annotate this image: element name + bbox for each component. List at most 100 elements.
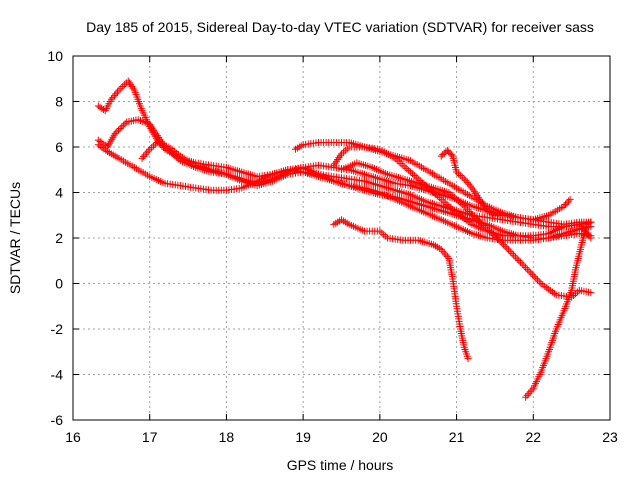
y-tick-label: -2 bbox=[51, 321, 64, 337]
data-point-marker bbox=[522, 393, 530, 401]
data-point-marker bbox=[535, 278, 543, 286]
x-tick-label: 19 bbox=[295, 429, 311, 445]
x-tick-label: 17 bbox=[142, 429, 158, 445]
data-point-marker bbox=[526, 388, 534, 396]
data-point-marker bbox=[138, 154, 146, 162]
data-point-marker bbox=[513, 255, 521, 263]
data-point-marker bbox=[470, 213, 478, 221]
data-point-marker bbox=[534, 276, 542, 284]
y-tick-label: 4 bbox=[55, 185, 63, 201]
series-track-4 bbox=[138, 138, 595, 244]
data-point-marker bbox=[110, 92, 118, 100]
data-point-marker bbox=[565, 197, 573, 205]
data-point-marker bbox=[437, 245, 445, 253]
data-point-marker bbox=[523, 391, 531, 399]
x-tick-label: 16 bbox=[65, 429, 81, 445]
series-track-10 bbox=[437, 146, 507, 219]
y-tick-label: -6 bbox=[51, 412, 64, 428]
data-point-marker bbox=[522, 264, 530, 272]
data-point-marker bbox=[447, 151, 455, 159]
data-point-marker bbox=[465, 207, 473, 215]
data-point-marker bbox=[562, 200, 570, 208]
x-tick-label: 21 bbox=[449, 429, 465, 445]
y-axis-label: SDTVAR / TECUs bbox=[7, 182, 23, 294]
data-point-marker bbox=[119, 121, 127, 129]
data-point-marker bbox=[113, 128, 121, 136]
data-point-marker bbox=[118, 123, 126, 131]
series-track-9 bbox=[522, 218, 595, 401]
data-point-marker bbox=[472, 215, 480, 223]
data-point-marker bbox=[111, 129, 119, 137]
data-point-marker bbox=[125, 79, 133, 87]
data-point-marker bbox=[440, 249, 448, 257]
data-point-marker bbox=[518, 260, 526, 268]
data-point-marker bbox=[464, 206, 472, 214]
data-point-marker bbox=[498, 239, 506, 247]
data-point-marker bbox=[442, 251, 450, 259]
y-tick-label: 10 bbox=[47, 48, 63, 64]
data-point-marker bbox=[587, 218, 595, 226]
data-point-marker bbox=[528, 271, 536, 279]
data-point-marker bbox=[527, 269, 535, 277]
data-point-marker bbox=[141, 151, 149, 159]
x-axis-label: GPS time / hours bbox=[287, 457, 394, 473]
series-track-8 bbox=[330, 216, 472, 363]
data-point-marker bbox=[525, 267, 533, 275]
data-point-marker bbox=[506, 248, 514, 256]
data-point-marker bbox=[508, 249, 516, 257]
y-tick-label: 8 bbox=[55, 94, 63, 110]
data-point-marker bbox=[467, 209, 475, 217]
data-point-marker bbox=[503, 244, 511, 252]
data-point-marker bbox=[499, 241, 507, 249]
data-point-marker bbox=[530, 272, 538, 280]
data-point-marker bbox=[499, 211, 507, 219]
data-markers bbox=[94, 77, 595, 401]
data-point-marker bbox=[520, 262, 528, 270]
data-point-marker bbox=[501, 242, 509, 250]
axis-ticks: 16 17 18 19 20 21 22 23 -6 -4 -2 0 2 4 6 8 10 bbox=[47, 48, 618, 445]
data-point-marker bbox=[528, 386, 536, 394]
data-point-marker bbox=[525, 390, 533, 398]
data-point-marker bbox=[511, 253, 519, 261]
y-tick-label: 2 bbox=[55, 230, 63, 246]
data-point-marker bbox=[437, 152, 445, 160]
data-point-marker bbox=[587, 234, 595, 242]
data-point-marker bbox=[466, 182, 474, 190]
data-point-marker bbox=[128, 82, 136, 90]
data-point-marker bbox=[99, 105, 107, 113]
data-point-marker bbox=[143, 149, 151, 157]
data-point-marker bbox=[463, 178, 471, 186]
data-point-marker bbox=[443, 253, 451, 261]
grid-lines bbox=[73, 56, 610, 420]
x-tick-label: 20 bbox=[372, 429, 388, 445]
data-point-marker bbox=[112, 90, 120, 98]
data-point-marker bbox=[439, 151, 447, 159]
series-track-7 bbox=[338, 159, 595, 301]
y-tick-label: 6 bbox=[55, 139, 63, 155]
x-tick-label: 18 bbox=[219, 429, 235, 445]
data-point-marker bbox=[496, 237, 504, 245]
data-point-marker bbox=[121, 120, 129, 128]
chart-title: Day 185 of 2015, Sidereal Day-to-day VTE… bbox=[86, 19, 594, 35]
data-point-marker bbox=[505, 246, 513, 254]
data-point-marker bbox=[474, 216, 482, 224]
data-point-marker bbox=[494, 235, 502, 243]
data-point-marker bbox=[587, 289, 595, 297]
data-point-marker bbox=[560, 202, 568, 210]
x-tick-label: 22 bbox=[525, 429, 541, 445]
data-point-marker bbox=[460, 202, 468, 210]
data-point-marker bbox=[116, 124, 124, 132]
data-point-marker bbox=[109, 93, 117, 101]
data-point-marker bbox=[510, 251, 518, 259]
data-point-marker bbox=[144, 147, 152, 155]
data-point-marker bbox=[566, 195, 574, 203]
data-point-marker bbox=[465, 180, 473, 188]
data-point-marker bbox=[140, 153, 148, 161]
data-point-marker bbox=[464, 355, 472, 363]
data-point-marker bbox=[462, 204, 470, 212]
data-point-marker bbox=[491, 232, 499, 240]
y-tick-label: -4 bbox=[51, 367, 64, 383]
data-point-marker bbox=[129, 84, 137, 92]
data-point-marker bbox=[114, 126, 122, 134]
